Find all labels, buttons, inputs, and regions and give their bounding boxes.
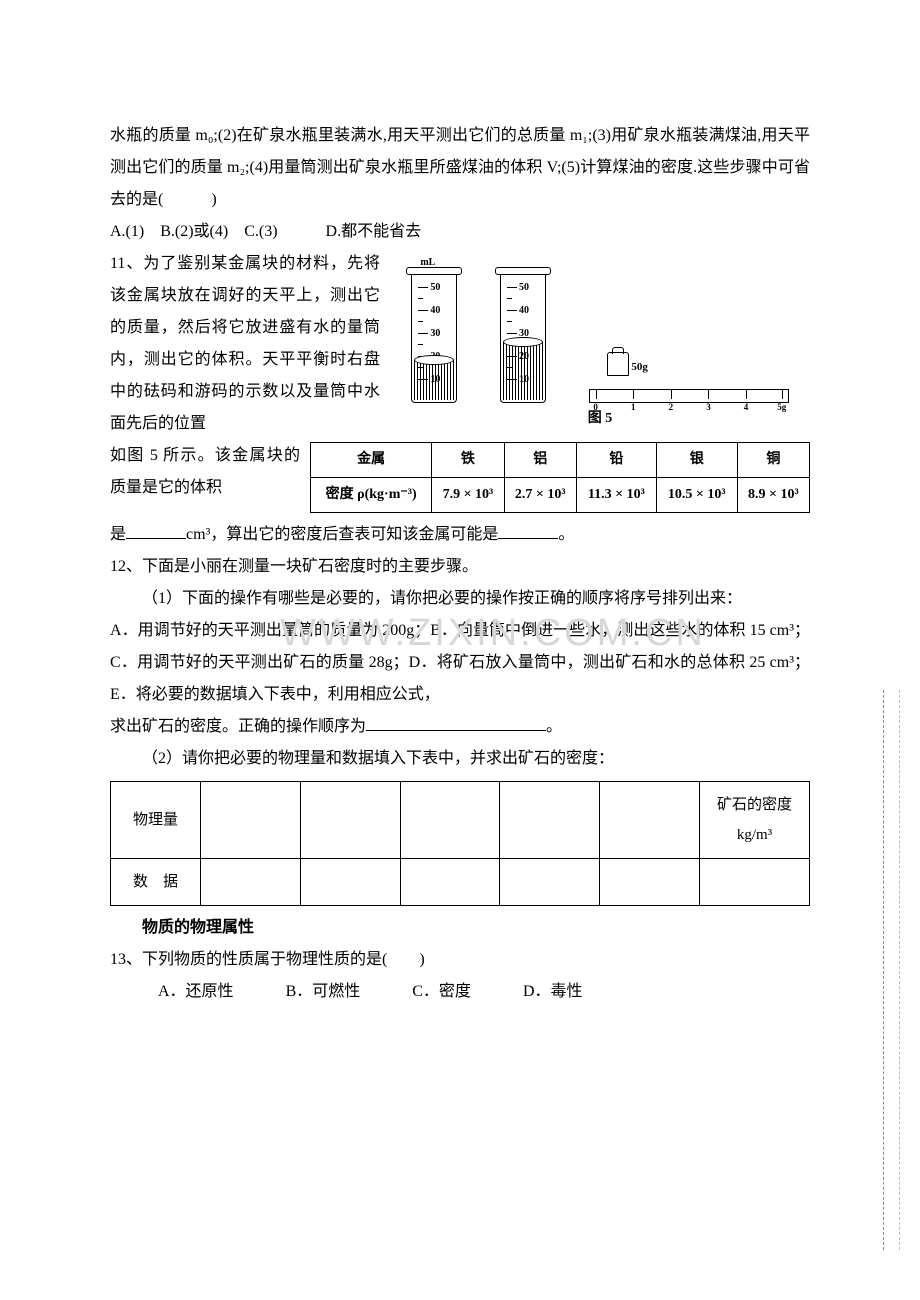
blank-volume bbox=[126, 520, 186, 539]
table-header: 金属 bbox=[311, 443, 432, 478]
water-level-1 bbox=[414, 360, 454, 400]
text: cm³，算出它的密度后查表可知该金属可能是 bbox=[186, 526, 498, 543]
figure-5: mL 50 40 30 20 10 50 40 30 bbox=[390, 253, 810, 433]
option-b: B．可燃性 bbox=[286, 976, 361, 1008]
tick-label: 30 bbox=[430, 329, 440, 338]
q12-part1: （1）下面的操作有哪些是必要的，请你把必要的操作按正确的顺序将序号排列出来： bbox=[110, 583, 810, 615]
option-c: C．密度 bbox=[412, 976, 471, 1008]
text: 。 bbox=[558, 526, 574, 543]
table-row: 数 据 bbox=[111, 859, 810, 906]
blank-metal bbox=[498, 520, 558, 539]
table-cell bbox=[300, 782, 400, 859]
table-cell bbox=[600, 782, 700, 859]
ruler-mark: 0 bbox=[593, 398, 598, 416]
table-cell bbox=[300, 859, 400, 906]
tick-label: 50 bbox=[430, 283, 440, 292]
table-cell: 矿石的密度 kg/m³ bbox=[700, 782, 810, 859]
text: 。 bbox=[546, 718, 562, 735]
balance-ruler: 0 1 2 3 4 5g bbox=[589, 389, 789, 403]
q12-head: 12、下面是小丽在测量一块矿石密度时的主要步骤。 bbox=[110, 551, 810, 583]
table-cell: 密度 ρ(kg·m⁻³) bbox=[311, 478, 432, 513]
density-table: 金属 铁 铝 铅 银 铜 密度 ρ(kg·m⁻³) 7.9 × 10³ 2.7 … bbox=[310, 442, 810, 513]
table-row: 物理量 矿石的密度 kg/m³ bbox=[111, 782, 810, 859]
table-cell: 物理量 bbox=[111, 782, 201, 859]
table-cell: 2.7 × 10³ bbox=[504, 478, 576, 513]
table-header: 银 bbox=[656, 443, 737, 478]
option-a: A．还原性 bbox=[158, 976, 234, 1008]
table-header: 铁 bbox=[432, 443, 504, 478]
table-cell: 数 据 bbox=[111, 859, 201, 906]
ruler-mark: 4 bbox=[744, 398, 749, 416]
water-level-2 bbox=[503, 342, 543, 400]
table-cell: 8.9 × 10³ bbox=[737, 478, 809, 513]
q13-options: A．还原性 B．可燃性 C．密度 D．毒性 bbox=[110, 976, 810, 1008]
answer-table: 物理量 矿石的密度 kg/m³ 数 据 bbox=[110, 781, 810, 906]
ruler-mark: 1 bbox=[631, 398, 636, 416]
table-cell bbox=[500, 859, 600, 906]
table-cell: 11.3 × 10³ bbox=[576, 478, 656, 513]
tick-label: 50 bbox=[519, 283, 529, 292]
density-table-wrap: 金属 铁 铝 铅 银 铜 密度 ρ(kg·m⁻³) 7.9 × 10³ 2.7 … bbox=[310, 442, 810, 513]
cut-line bbox=[883, 690, 884, 1250]
table-cell bbox=[201, 782, 301, 859]
text: 求出矿石的密度。正确的操作顺序为 bbox=[110, 718, 366, 735]
table-cell bbox=[600, 859, 700, 906]
table-header: 铜 bbox=[737, 443, 809, 478]
table-cell bbox=[201, 859, 301, 906]
q12-order: 求出矿石的密度。正确的操作顺序为 。 bbox=[110, 711, 810, 743]
q12-options: A．用调节好的天平测出量筒的质量为 200g；B．向量筒中倒进一些水，测出这些水… bbox=[110, 615, 810, 711]
weight-label: 50g bbox=[631, 361, 648, 373]
tick-label: 40 bbox=[519, 306, 529, 315]
balance-reading: 50g 0 1 2 3 4 5g bbox=[589, 352, 789, 403]
q12-part2: （2）请你把必要的物理量和数据填入下表中，并求出矿石的密度： bbox=[110, 743, 810, 775]
table-row: 密度 ρ(kg·m⁻³) 7.9 × 10³ 2.7 × 10³ 11.3 × … bbox=[311, 478, 810, 513]
tick-label: 40 bbox=[430, 306, 440, 315]
ruler-mark: 3 bbox=[706, 398, 711, 416]
table-row: 金属 铁 铝 铅 银 铜 bbox=[311, 443, 810, 478]
q11-fill: 是 cm³，算出它的密度后查表可知该金属可能是 。 bbox=[110, 519, 810, 551]
text: 是 bbox=[110, 526, 126, 543]
table-cell bbox=[700, 859, 810, 906]
table-cell bbox=[500, 782, 600, 859]
table-cell bbox=[400, 782, 500, 859]
table-cell: 7.9 × 10³ bbox=[432, 478, 504, 513]
table-cell: 10.5 × 10³ bbox=[656, 478, 737, 513]
cut-line bbox=[899, 690, 900, 1250]
table-header: 铅 bbox=[576, 443, 656, 478]
graduated-cylinder-1: mL 50 40 30 20 10 bbox=[411, 273, 457, 403]
blank-order bbox=[366, 712, 546, 731]
section-title: 物质的物理属性 bbox=[110, 912, 810, 944]
q10-continuation: 水瓶的质量 m₀;(2)在矿泉水瓶里装满水,用天平测出它们的总质量 m₁;(3)… bbox=[110, 120, 810, 216]
table-header: 铝 bbox=[504, 443, 576, 478]
ruler-mark: 5g bbox=[777, 398, 786, 416]
table-cell bbox=[400, 859, 500, 906]
q10-options: A.(1) B.(2)或(4) C.(3) D.都不能省去 bbox=[110, 216, 810, 248]
graduated-cylinder-2: 50 40 30 20 10 bbox=[500, 273, 546, 403]
q13-text: 13、下列物质的性质属于物理性质的是( ) bbox=[110, 944, 810, 976]
weight-icon bbox=[607, 352, 629, 376]
option-d: D．毒性 bbox=[523, 976, 583, 1008]
ml-label: mL bbox=[420, 253, 435, 273]
ruler-mark: 2 bbox=[669, 398, 674, 416]
